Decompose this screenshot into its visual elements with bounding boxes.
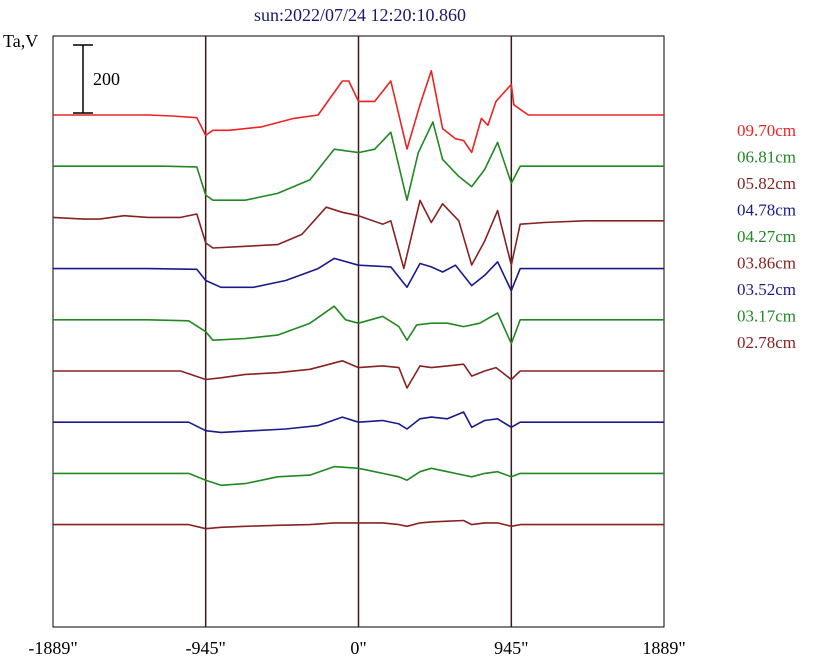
legend-entry-03-86cm: 03.86cm (737, 254, 796, 273)
y-axis-label: Ta,V (3, 31, 38, 51)
x-tick-label-0: -1889" (28, 638, 77, 658)
legend-entry-03-52cm: 03.52cm (737, 280, 796, 299)
series-line-03-52cm (53, 411, 664, 434)
series-line-03-17cm (53, 465, 664, 487)
scale-bar (73, 44, 93, 114)
x-tick-label-1: -945" (185, 638, 225, 658)
x-tick-label-4: 1889" (642, 638, 685, 658)
legend-entry-05-82cm: 05.82cm (737, 174, 796, 193)
legend-entry-04-27cm: 04.27cm (737, 227, 796, 246)
series-line-02-78cm (53, 519, 664, 530)
scale-bar-label: 200 (93, 69, 120, 89)
x-tick-labels: -1889" -945" 0" 945" 1889" (28, 638, 685, 658)
series-line-03-86cm (53, 359, 664, 389)
series-line-04-27cm (53, 305, 664, 345)
legend-entry-02-78cm: 02.78cm (737, 333, 796, 352)
legend-entry-03-17cm: 03.17cm (737, 307, 796, 326)
series-line-04-78cm (53, 257, 664, 292)
series-lines (52, 70, 664, 530)
x-tick-label-3: 945" (494, 638, 528, 658)
vertical-markers (204, 36, 513, 627)
legend-entry-06-81cm: 06.81cm (737, 148, 796, 167)
legend-entry-09-70cm: 09.70cm (737, 121, 796, 140)
series-line-09-70cm (53, 70, 664, 154)
legend: 09.70cm 06.81cm 05.82cm 04.78cm 04.27cm 03.86… (737, 121, 796, 352)
chart-title: sun:2022/07/24 12:20:10.860 (254, 5, 466, 25)
series-line-06-81cm (53, 121, 664, 201)
legend-entry-04-78cm: 04.78cm (737, 201, 796, 220)
series-line-05-82cm (52, 199, 664, 270)
x-tick-label-2: 0" (350, 638, 366, 658)
